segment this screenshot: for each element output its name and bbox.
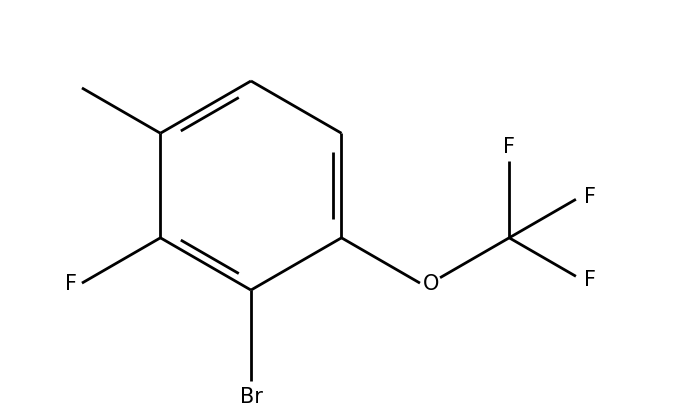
Text: F: F [583, 270, 596, 290]
Text: F: F [503, 136, 516, 156]
Text: Br: Br [239, 386, 262, 406]
Text: F: F [583, 187, 596, 207]
Text: F: F [65, 274, 77, 293]
Text: O: O [423, 274, 439, 293]
